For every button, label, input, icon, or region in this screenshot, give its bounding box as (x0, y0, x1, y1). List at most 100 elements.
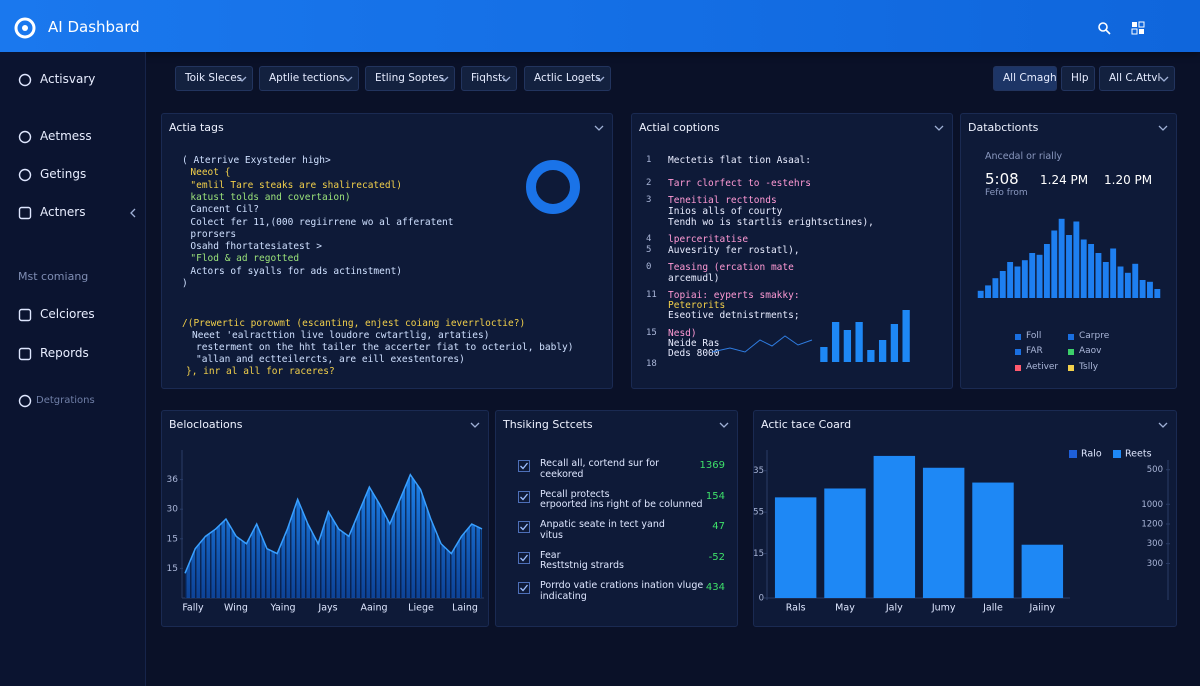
line-number: 11 (646, 290, 657, 300)
logo (14, 17, 36, 39)
chevron-path (439, 76, 449, 82)
panel (753, 410, 1177, 627)
nav-item[interactable]: Celciores (40, 307, 95, 321)
checkbox-box (518, 521, 530, 533)
code-line: prorsers (190, 228, 237, 240)
nav-icon (18, 206, 32, 220)
nav-footer[interactable]: Detgrations (36, 395, 95, 406)
checkbox-box (518, 460, 530, 472)
chevron-path (470, 422, 480, 428)
option-line: Topiai: eyperts smakky: (668, 290, 800, 301)
time-value: 1.24 PM (1040, 173, 1089, 187)
checkbox (518, 490, 530, 503)
option-line: Tendh wo is startlis erightsctines), (668, 217, 874, 228)
chevron (470, 422, 480, 428)
filter-label: Toik Sleces (185, 72, 243, 84)
swatch (1015, 334, 1021, 340)
checkmark (520, 493, 529, 500)
option-line: Teasing (ercation mate (668, 262, 794, 273)
panel-title: Belocloations (169, 418, 243, 431)
arrow-path (130, 208, 136, 218)
time-value: 1.20 PM (1104, 173, 1153, 187)
panel-title: Actia tags (169, 121, 224, 134)
chevron (1159, 76, 1169, 82)
line-number: 18 (646, 359, 657, 369)
line-number: 15 (646, 328, 657, 338)
task-text: vitus (540, 529, 563, 541)
task-text: ceekored (540, 468, 584, 480)
time-value: 5:08 (985, 170, 1019, 188)
legend-label: FAR (1026, 346, 1043, 356)
chevron (501, 76, 511, 82)
code-line: Neeot { (190, 167, 231, 179)
settings-icon[interactable] (1131, 21, 1145, 35)
nav-item[interactable]: Aetmess (40, 129, 92, 143)
nav-item[interactable]: Repords (40, 346, 89, 360)
task-text: indicating (540, 590, 587, 602)
sidebar (0, 52, 146, 686)
nav-item[interactable]: Actisvary (40, 72, 96, 86)
code-line: Neeet 'ealracttion live loudore cwtartli… (192, 330, 490, 341)
chevron (719, 422, 729, 428)
checkbox-box (518, 490, 530, 503)
filter-button[interactable]: Hlp (1061, 66, 1095, 91)
chevron-path (1158, 125, 1168, 131)
task-value: -52 (708, 551, 725, 563)
icon-shape (18, 73, 32, 87)
nav-icon (18, 394, 32, 408)
option-line: arcemudl) (668, 273, 720, 284)
checkbox (518, 521, 530, 533)
chevron-path (719, 422, 729, 428)
chevron-path (343, 76, 353, 82)
search-icon[interactable] (1097, 21, 1111, 35)
chevron-path (237, 76, 247, 82)
nav-item[interactable]: Actners (40, 205, 86, 219)
swatch (1068, 365, 1074, 371)
filter-label: All Cmagh (1003, 72, 1057, 84)
task-value: 154 (705, 490, 725, 502)
checkmark (520, 584, 529, 592)
panel (161, 113, 613, 389)
legend-swatch (1015, 365, 1021, 371)
chevron (594, 125, 604, 131)
icon-shape (18, 168, 32, 182)
code-line: ) (182, 278, 188, 289)
chevron-path (595, 76, 605, 82)
filter-label: Actlic Logets (534, 72, 601, 84)
filter-button[interactable]: Etling Soptes (365, 66, 455, 91)
icon-shape (18, 347, 32, 361)
code-line: "Flod & ad regotted (190, 253, 300, 265)
option-line: Inios alls of courty (668, 206, 783, 217)
filter-label: Hlp (1071, 72, 1089, 84)
checkmark (520, 462, 529, 470)
filter-button[interactable]: Actlic Logets (524, 66, 611, 91)
panel (161, 410, 489, 627)
icon-shape (18, 394, 32, 408)
filter-button[interactable]: All C.Attvl (1099, 66, 1175, 91)
nav-icon (18, 308, 32, 322)
code-line: Cancent Cil? (190, 204, 260, 216)
nav-icon (18, 73, 32, 87)
legend-swatch (1015, 349, 1021, 355)
code-line: ( Aterrive Exysteder high> (182, 155, 331, 166)
option-line: Eseotive detnistrments; (668, 310, 800, 321)
code-line: Actors of syalls for ads actinstment) (190, 265, 403, 277)
task-text: Anpatic seate in tect yand (540, 519, 665, 530)
nav-item[interactable]: Getings (40, 167, 87, 181)
chevron (1158, 422, 1168, 428)
chevron (934, 125, 944, 131)
filter-button[interactable]: All Cmagh (993, 66, 1057, 91)
nav-icon (18, 168, 32, 182)
panel-title: Databctionts (968, 121, 1039, 134)
legend-label: Aaov (1079, 346, 1102, 356)
option-line: Auvesrity fer rostatl), (668, 245, 800, 256)
filter-button[interactable]: Aptlie tections (259, 66, 359, 91)
code-line: resterment on the hht tailer the accerte… (196, 342, 574, 353)
checkbox (518, 582, 530, 594)
code-line: }, inr al all for raceres? (186, 366, 335, 377)
checkbox-box (518, 582, 530, 594)
option-line: Mectetis flat tion Asaal: (668, 155, 811, 166)
panel (495, 410, 738, 627)
legend-swatch (1015, 334, 1021, 340)
chevron (237, 76, 247, 82)
